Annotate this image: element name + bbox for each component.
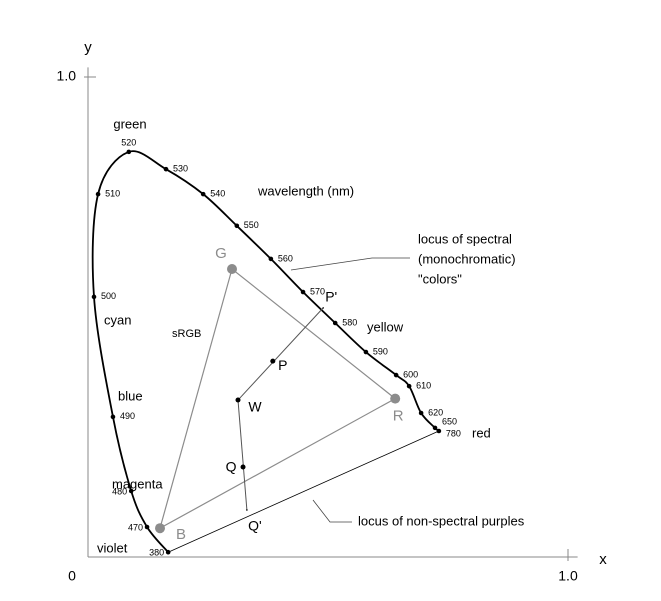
region-label: green: [113, 116, 146, 131]
wavelength-label: 650: [442, 416, 457, 426]
point-label: P': [325, 289, 337, 305]
region-label: cyan: [104, 312, 131, 327]
locus-point: [332, 320, 338, 326]
point: [235, 397, 241, 403]
wavelength-label: 530: [173, 164, 188, 174]
region-label: magenta: [112, 476, 163, 491]
x-axis-label: x: [599, 551, 607, 568]
locus-point: [144, 524, 150, 530]
leader-line: [290, 257, 410, 271]
primary-label: R: [393, 408, 404, 425]
region-label: violet: [97, 540, 128, 555]
construction-line: [237, 307, 324, 401]
locus-point: [91, 294, 97, 300]
point: [322, 307, 325, 309]
locus-point: [432, 425, 438, 431]
wavelength-label: 780: [446, 428, 461, 438]
point-label: Q: [226, 459, 237, 475]
point: [240, 464, 246, 470]
region-label: blue: [118, 388, 143, 403]
locus-point: [436, 428, 442, 434]
locus-point: [418, 410, 424, 416]
point: [246, 509, 248, 511]
wavelength-label: 570: [310, 286, 325, 296]
region-label: red: [472, 425, 491, 440]
locus-point: [268, 256, 274, 262]
locus-point: [363, 349, 369, 355]
locus-point: [406, 383, 412, 389]
gamut-triangle: [159, 267, 397, 530]
leader-line: [312, 499, 352, 523]
locus-point: [163, 166, 169, 172]
y-axis-label: y: [84, 39, 92, 56]
wavelength-label: 590: [373, 346, 388, 356]
wavelength-label: 620: [428, 407, 443, 417]
point-label: P: [278, 357, 287, 373]
point-label: Q': [248, 518, 262, 534]
wavelength-label: 600: [403, 369, 418, 379]
locus-point: [393, 372, 399, 378]
annotation: locus of spectral: [418, 231, 512, 246]
annotation: "colors": [418, 271, 462, 286]
locus-point: [126, 149, 132, 155]
locus-point: [128, 488, 134, 494]
gamut-name: sRGB: [172, 328, 201, 340]
purple-line: [167, 430, 440, 553]
wavelength-label: 520: [121, 137, 136, 147]
x-tick-label: 0: [68, 568, 76, 584]
locus-point: [300, 289, 306, 295]
y-tick-label: 1.0: [57, 68, 77, 84]
point: [270, 358, 276, 364]
wavelength-label: 550: [244, 220, 259, 230]
wavelength-label: 540: [210, 188, 225, 198]
primary-label: G: [215, 245, 227, 262]
wavelength-label: 560: [278, 253, 293, 263]
wavelength-label: 500: [101, 291, 116, 301]
x-tick-label: 1.0: [558, 568, 578, 584]
locus-point: [200, 191, 206, 197]
locus-point: [110, 414, 116, 420]
locus-point: [95, 191, 101, 197]
wavelength-label: 510: [105, 188, 120, 198]
point-label: W: [248, 399, 262, 415]
wavelength-label: 610: [416, 380, 431, 390]
construction-line: [237, 399, 248, 511]
wavelength-label: 380: [149, 548, 164, 558]
annotation: (monochromatic): [418, 251, 516, 266]
wavelength-label: 490: [120, 411, 135, 421]
region-label: yellow: [367, 319, 404, 334]
locus-point: [234, 223, 240, 229]
wavelength-label: 480: [112, 486, 127, 496]
primary-point: [155, 523, 165, 534]
annotation: locus of non-spectral purples: [358, 513, 525, 528]
primary-label: B: [176, 526, 186, 543]
wavelength-label: 470: [128, 522, 143, 532]
wavelength-label: 580: [342, 317, 357, 327]
primary-point: [390, 393, 401, 404]
annotation: wavelength (nm): [257, 183, 354, 198]
locus-point: [165, 549, 171, 555]
primary-point: [227, 264, 237, 274]
